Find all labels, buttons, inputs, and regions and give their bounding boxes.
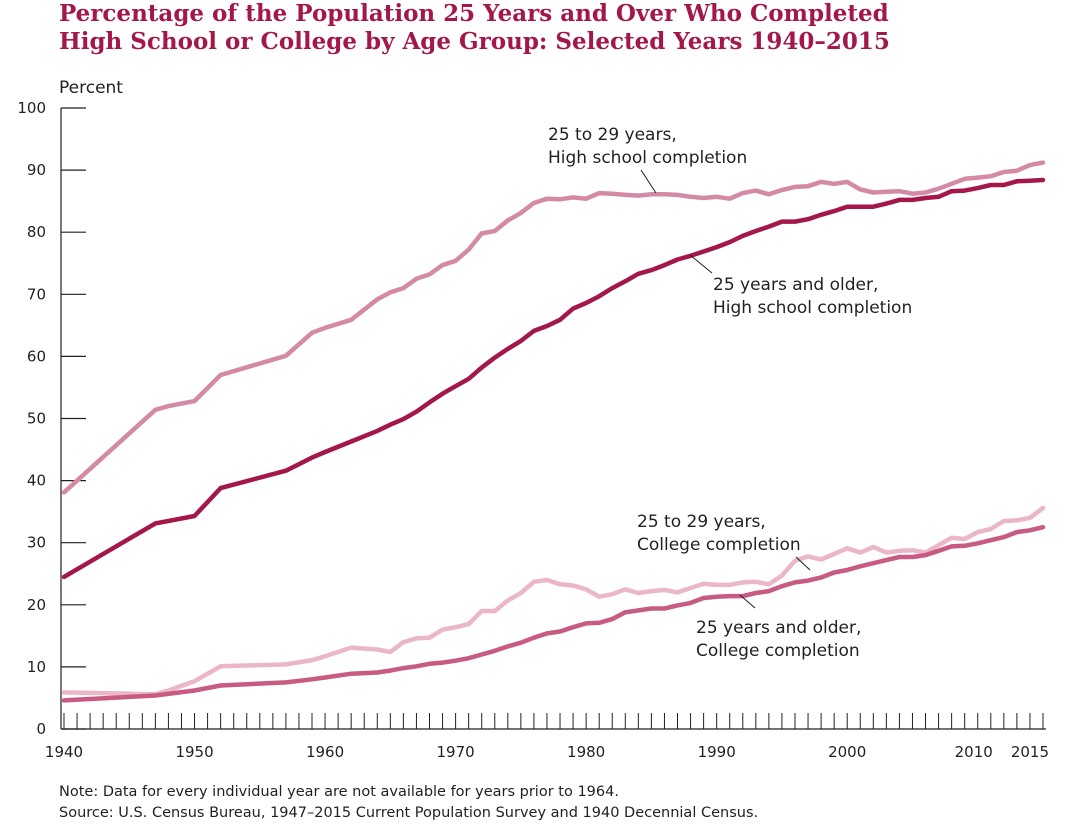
x-tick-label: 1960 (306, 743, 344, 761)
x-tick-label: 2015 (1011, 743, 1049, 761)
chart-note: Note: Data for every individual year are… (59, 784, 619, 800)
series-label-hs-2529: 25 to 29 years, High school completion (548, 125, 747, 194)
series-label-line: College completion (637, 535, 801, 555)
series-label-hs-25plus: 25 years and older, High school completio… (689, 254, 912, 318)
chart-series-labels: 25 to 29 years,High school completion25 … (548, 125, 912, 661)
chart-notes: Note: Data for every individual year are… (59, 782, 1059, 824)
y-tick-label: 30 (27, 534, 46, 552)
series-label-line: College completion (696, 641, 860, 661)
y-tick-label: 60 (27, 347, 46, 365)
series-label-col-2529: 25 to 29 years, College completion (637, 512, 811, 571)
series-label-leader-line (640, 169, 657, 194)
series-label-col-25plus: 25 years and older, College completion (696, 594, 861, 661)
series-label-line: 25 years and older, (713, 275, 878, 295)
series-label-line: 25 years and older, (696, 618, 861, 638)
series-label-line: 25 to 29 years, (548, 125, 677, 145)
chart-title: Percentage of the Population 25 Years an… (59, 0, 1059, 56)
chart-series-layer (61, 160, 1046, 703)
series-line-col-25plus (61, 524, 1046, 703)
y-tick-label: 40 (27, 472, 46, 490)
y-tick-label: 50 (27, 410, 46, 428)
x-tick-label: 2010 (955, 743, 993, 761)
y-tick-label: 20 (27, 596, 46, 614)
series-label-leader-line (689, 254, 713, 274)
y-tick-label: 100 (17, 99, 46, 117)
y-tick-label: 0 (36, 720, 46, 738)
series-line-hs-25plus (61, 177, 1046, 580)
chart-axes: 0 10 20 30 40 50 60 70 80 90 100 1940 1950 1960 1970 19… (17, 99, 1049, 761)
series-line-col-2529 (61, 505, 1046, 697)
line-chart: 0 10 20 30 40 50 60 70 80 90 100 1940 1950 1960 1970 19… (17, 78, 1049, 761)
x-tick-label: 2000 (828, 743, 866, 761)
x-tick-label: 1980 (567, 743, 605, 761)
x-tick-label: 1990 (698, 743, 736, 761)
chart-source: Source: U.S. Census Bureau, 1947–2015 Cu… (59, 805, 759, 821)
y-axis-label: Percent (59, 78, 123, 98)
chart-title-line-1: Percentage of the Population 25 Years an… (59, 0, 889, 27)
series-label-leader-line (739, 594, 756, 609)
y-tick-label: 10 (27, 658, 46, 676)
chart-title-line-2: High School or College by Age Group: Sel… (59, 28, 890, 55)
y-tick-label: 90 (27, 161, 46, 179)
series-label-leader-line (795, 556, 811, 571)
y-tick-label: 80 (27, 223, 46, 241)
y-tick-label: 70 (27, 285, 46, 303)
series-label-line: High school completion (713, 298, 912, 318)
series-label-line: High school completion (548, 148, 747, 168)
series-line-hs-2529 (61, 160, 1046, 495)
x-tick-label: 1940 (45, 743, 83, 761)
x-tick-label: 1970 (437, 743, 475, 761)
x-tick-label: 1950 (175, 743, 213, 761)
series-label-line: 25 to 29 years, (637, 512, 766, 532)
